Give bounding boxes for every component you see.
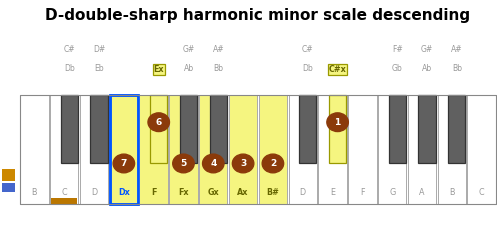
- Bar: [2, 183, 15, 192]
- Bar: [90, 95, 108, 164]
- Bar: [20, 95, 48, 204]
- Text: C: C: [61, 188, 67, 197]
- Circle shape: [327, 113, 348, 132]
- Text: Ab: Ab: [184, 64, 194, 73]
- Text: A#: A#: [213, 45, 224, 54]
- Bar: [51, 198, 77, 204]
- Bar: [299, 95, 316, 164]
- Bar: [80, 95, 108, 204]
- Text: Bb: Bb: [452, 64, 462, 73]
- Text: Db: Db: [302, 64, 313, 73]
- Text: E: E: [330, 188, 335, 197]
- Text: B: B: [31, 188, 37, 197]
- Text: Bb: Bb: [214, 64, 224, 73]
- Text: F#: F#: [392, 45, 403, 54]
- Circle shape: [262, 154, 283, 173]
- Text: F: F: [360, 188, 365, 197]
- Text: G#: G#: [183, 45, 195, 54]
- Bar: [389, 95, 406, 164]
- Text: 1: 1: [334, 118, 341, 127]
- Bar: [210, 95, 227, 164]
- Text: Gx: Gx: [208, 188, 219, 197]
- Bar: [259, 95, 287, 204]
- Bar: [288, 95, 317, 204]
- Bar: [50, 95, 78, 204]
- Text: C#x: C#x: [329, 65, 346, 74]
- Bar: [150, 95, 167, 164]
- Text: G: G: [389, 188, 395, 197]
- Text: Gb: Gb: [392, 64, 403, 73]
- Text: F: F: [151, 188, 156, 197]
- Circle shape: [173, 154, 194, 173]
- Circle shape: [113, 154, 135, 173]
- Text: 6: 6: [156, 118, 162, 127]
- Circle shape: [233, 154, 254, 173]
- Bar: [61, 95, 78, 164]
- Text: D: D: [91, 188, 97, 197]
- Text: Fx: Fx: [178, 188, 189, 197]
- Text: 7: 7: [121, 159, 127, 168]
- Bar: [378, 95, 406, 204]
- Bar: [110, 95, 138, 204]
- Text: B: B: [449, 188, 455, 197]
- Bar: [199, 95, 228, 204]
- Text: 2: 2: [270, 159, 276, 168]
- Text: B#: B#: [266, 188, 279, 197]
- Circle shape: [203, 154, 224, 173]
- Text: A: A: [419, 188, 425, 197]
- Text: D: D: [300, 188, 306, 197]
- Text: Ab: Ab: [422, 64, 432, 73]
- Text: basicmusictheory.com: basicmusictheory.com: [6, 73, 11, 143]
- Bar: [348, 95, 377, 204]
- Bar: [229, 95, 257, 204]
- Bar: [408, 95, 436, 204]
- Text: Ax: Ax: [238, 188, 249, 197]
- Bar: [20, 95, 496, 204]
- Text: 4: 4: [210, 159, 217, 168]
- Bar: [110, 95, 138, 204]
- Text: C#: C#: [63, 45, 75, 54]
- Bar: [418, 95, 436, 164]
- Bar: [329, 95, 346, 164]
- Bar: [468, 95, 496, 204]
- Text: G#: G#: [421, 45, 433, 54]
- Text: 3: 3: [240, 159, 246, 168]
- Text: C: C: [479, 188, 485, 197]
- Bar: [140, 95, 168, 204]
- Text: Dx: Dx: [118, 188, 130, 197]
- Bar: [169, 95, 198, 204]
- Text: Eb: Eb: [94, 64, 104, 73]
- Text: D-double-sharp harmonic minor scale descending: D-double-sharp harmonic minor scale desc…: [45, 8, 471, 23]
- Text: A#: A#: [451, 45, 463, 54]
- Text: Ex: Ex: [154, 65, 164, 74]
- Bar: [438, 95, 466, 204]
- Text: Db: Db: [64, 64, 75, 73]
- Bar: [2, 169, 15, 181]
- Bar: [448, 95, 466, 164]
- Bar: [318, 95, 347, 204]
- Bar: [180, 95, 197, 164]
- Text: 5: 5: [180, 159, 187, 168]
- Circle shape: [148, 113, 170, 132]
- Text: D#: D#: [93, 45, 105, 54]
- Text: C#: C#: [302, 45, 313, 54]
